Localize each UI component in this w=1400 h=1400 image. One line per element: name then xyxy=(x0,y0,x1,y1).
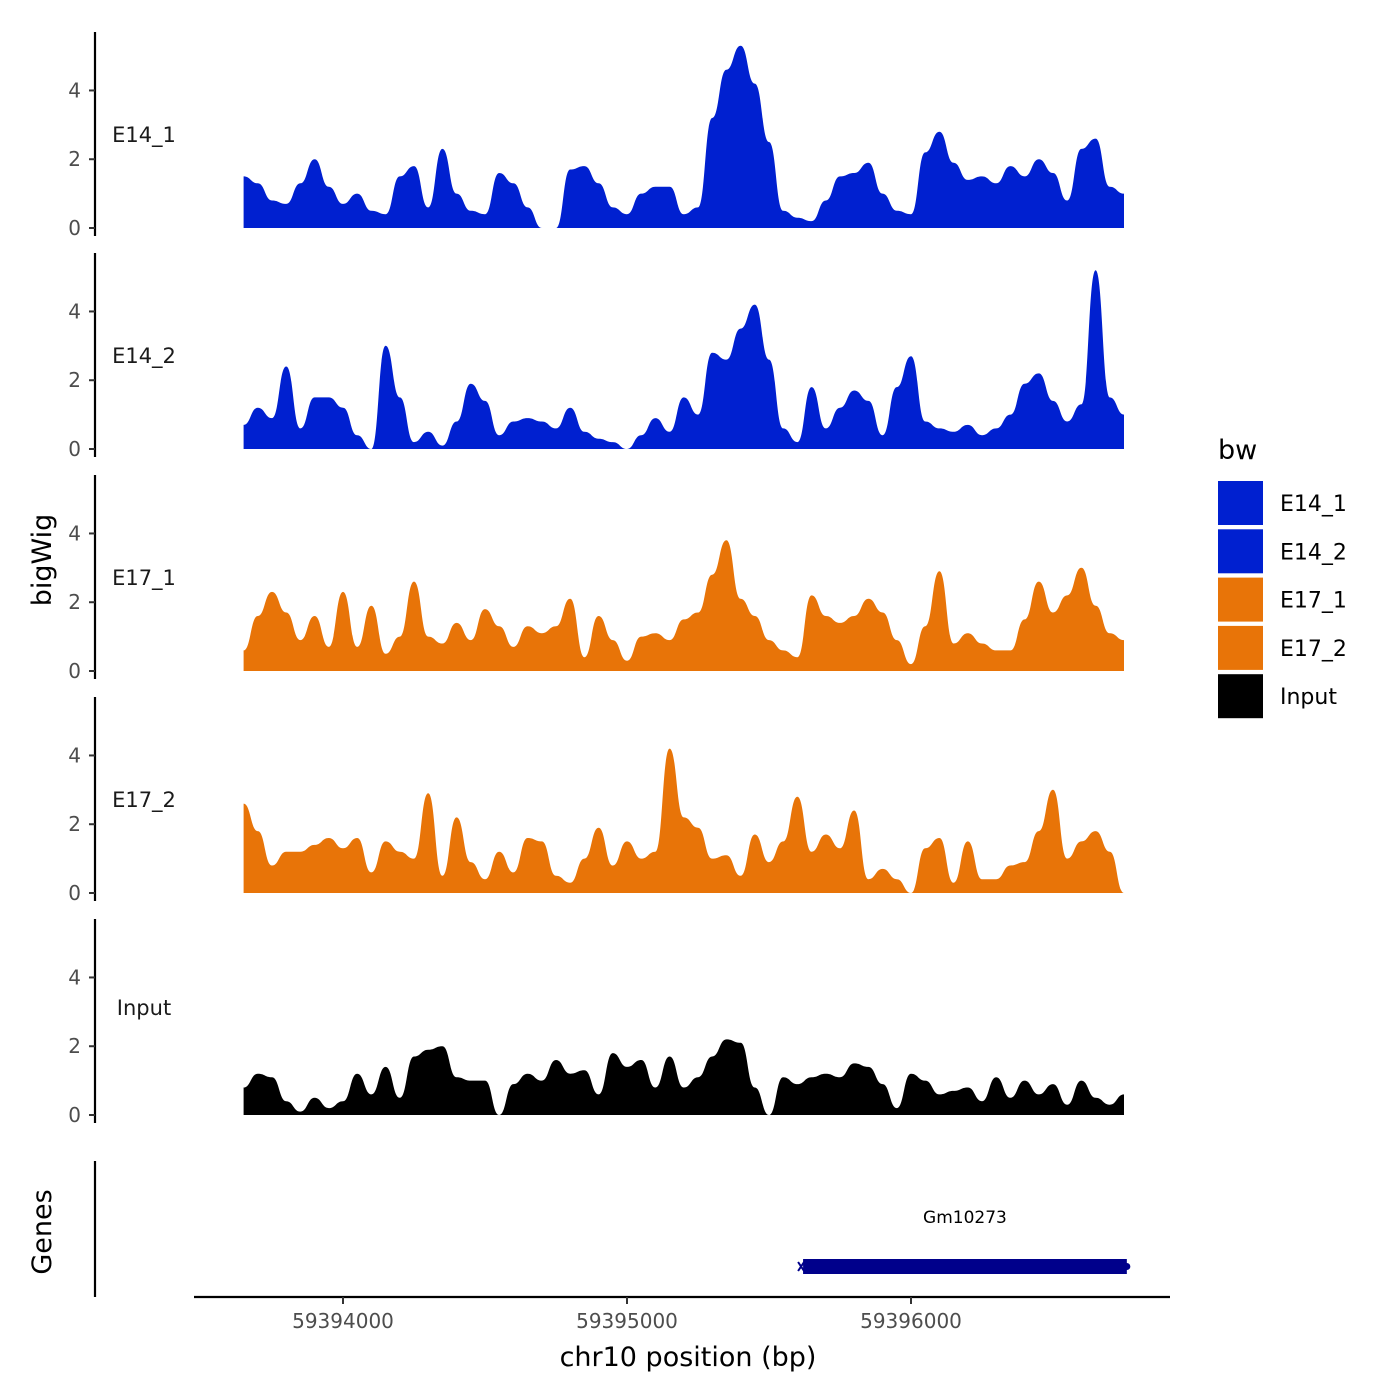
legend-item: E17_1 xyxy=(1218,577,1347,622)
track-label: E14_1 xyxy=(112,123,176,148)
x-tick-label: 59396000 xyxy=(860,1309,962,1333)
gene-panel-title: Genes xyxy=(27,1189,58,1274)
y-tick-label: 2 xyxy=(68,368,81,392)
legend-swatch xyxy=(1218,625,1263,670)
track-input: 0 2 4 Input xyxy=(68,919,1125,1127)
track-label: E14_2 xyxy=(112,344,176,369)
legend-label: E17_2 xyxy=(1280,637,1347,662)
track-e14-1: 0 2 4 E14_1 xyxy=(68,32,1125,240)
x-axis: 59394000 59395000 59396000 xyxy=(194,1295,1170,1333)
track-e17-2: 0 2 4 E17_2 xyxy=(68,697,1125,905)
legend-item: E17_2 xyxy=(1218,625,1347,670)
legend-item: Input xyxy=(1218,674,1337,719)
gene-start-mark xyxy=(797,1261,805,1272)
coverage-area-e14-2 xyxy=(243,270,1125,449)
legend-swatch xyxy=(1218,529,1263,574)
y-tick-label: 2 xyxy=(68,147,81,171)
gene-panel: Gm10273 xyxy=(93,1161,1131,1297)
y-tick-label: 2 xyxy=(68,590,81,614)
gene-bar xyxy=(803,1259,1127,1274)
y-tick-label: 0 xyxy=(68,216,81,240)
coverage-area-e17-1 xyxy=(243,540,1125,671)
legend-swatch xyxy=(1218,577,1263,622)
tracks-layer: 0 2 4 E14_1 0 2 4 E14_2 0 2 4 E17_1 0 2 4 E17_2 0 2 4 Input xyxy=(68,32,1125,1127)
y-tick-label: 2 xyxy=(68,812,81,836)
legend-label: E14_2 xyxy=(1280,540,1347,565)
track-label: E17_2 xyxy=(112,788,176,813)
y-tick-label: 4 xyxy=(68,299,81,323)
legend-label: E17_1 xyxy=(1280,589,1347,614)
y-axis-title: bigWig xyxy=(27,514,58,607)
gene-end-mark xyxy=(1123,1263,1131,1270)
legend-swatch xyxy=(1218,481,1263,525)
coverage-area-e17-2 xyxy=(243,748,1125,893)
y-tick-label: 4 xyxy=(68,743,81,767)
legend-item: E14_1 xyxy=(1218,481,1347,525)
coverage-area-e14-1 xyxy=(243,45,1125,228)
y-tick-label: 0 xyxy=(68,437,81,461)
track-e17-1: 0 2 4 E17_1 xyxy=(68,475,1125,683)
y-tick-label: 0 xyxy=(68,1103,81,1127)
y-tick-label: 0 xyxy=(68,881,81,905)
gene-label: Gm10273 xyxy=(923,1208,1007,1228)
x-tick-label: 59395000 xyxy=(576,1309,678,1333)
legend-item: E14_2 xyxy=(1218,529,1347,574)
y-tick-label: 0 xyxy=(68,659,81,683)
track-label: Input xyxy=(117,996,171,1020)
y-tick-label: 2 xyxy=(68,1034,81,1058)
y-tick-label: 4 xyxy=(68,521,81,545)
y-tick-label: 4 xyxy=(68,78,81,102)
track-e14-2: 0 2 4 E14_2 xyxy=(68,253,1125,461)
legend: bw E14_1 E14_2 E17_1 E17_2 Input xyxy=(1218,435,1347,719)
x-axis-title: chr10 position (bp) xyxy=(560,1342,817,1373)
legend-label: E14_1 xyxy=(1280,492,1347,517)
coverage-area-input xyxy=(243,1039,1125,1115)
legend-label: Input xyxy=(1280,685,1337,710)
legend-title: bw xyxy=(1218,435,1257,466)
x-tick-label: 59394000 xyxy=(292,1309,394,1333)
track-label: E17_1 xyxy=(112,566,176,591)
y-tick-label: 4 xyxy=(68,965,81,989)
legend-swatch xyxy=(1218,674,1263,719)
